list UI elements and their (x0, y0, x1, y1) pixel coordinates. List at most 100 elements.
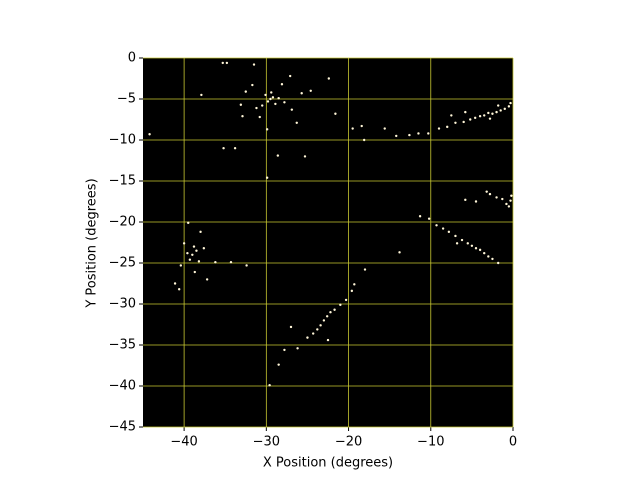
point (222, 147, 225, 150)
point (268, 383, 271, 387)
point (214, 260, 217, 264)
point (309, 89, 312, 93)
point (225, 61, 229, 65)
point (417, 132, 420, 135)
point (507, 105, 511, 108)
point (408, 133, 411, 137)
point (241, 115, 244, 118)
point (283, 101, 286, 104)
point (265, 176, 269, 179)
point (229, 260, 233, 264)
point (483, 251, 486, 255)
point (182, 242, 186, 245)
point (333, 308, 336, 311)
point (505, 202, 508, 206)
plot-area (143, 58, 513, 427)
point (447, 230, 451, 234)
point (205, 278, 209, 281)
point (271, 96, 275, 99)
point (353, 283, 356, 286)
y-tick-label: −15 (109, 174, 136, 189)
point (193, 270, 196, 274)
point (488, 117, 492, 120)
point (501, 197, 504, 201)
point (427, 217, 431, 220)
point (469, 118, 472, 121)
point (197, 260, 201, 263)
point (497, 261, 500, 265)
point (474, 200, 478, 203)
point (507, 205, 511, 208)
point (339, 303, 342, 307)
point (277, 363, 280, 366)
point (351, 127, 354, 130)
y-tick-label: −35 (109, 338, 136, 353)
point (244, 90, 247, 93)
point (264, 93, 267, 97)
point (395, 134, 398, 138)
point (290, 108, 294, 111)
point (245, 264, 248, 267)
point (192, 245, 196, 248)
x-tick-label: 0 (509, 435, 517, 450)
point (283, 348, 286, 352)
point (363, 268, 367, 271)
point (360, 124, 363, 128)
point (251, 83, 254, 87)
point (362, 138, 366, 142)
y-tick-label: −40 (109, 379, 136, 394)
point (179, 264, 183, 267)
point (503, 107, 506, 111)
point (464, 110, 467, 114)
y-tick-label: −20 (109, 215, 136, 230)
point (173, 282, 177, 285)
point (446, 125, 449, 129)
point (487, 255, 490, 258)
point (252, 63, 256, 66)
point (276, 154, 280, 157)
point (265, 128, 269, 131)
point (495, 110, 498, 114)
x-tick-label: −20 (335, 435, 362, 450)
point (270, 91, 273, 94)
point (474, 247, 478, 250)
point (510, 194, 513, 197)
point (435, 224, 438, 227)
point (177, 288, 181, 291)
point (454, 234, 457, 238)
point (497, 104, 500, 107)
point (274, 102, 277, 106)
y-tick-label: −30 (109, 297, 136, 312)
point (450, 114, 453, 117)
x-tick-label: −30 (253, 435, 280, 450)
point (316, 328, 319, 331)
point (319, 324, 322, 327)
point (499, 109, 502, 112)
point (325, 315, 329, 318)
point (195, 249, 198, 252)
point (188, 258, 192, 261)
point (491, 257, 494, 261)
point (289, 325, 293, 329)
point (464, 198, 467, 202)
point (454, 121, 457, 124)
point (200, 93, 203, 97)
point (418, 215, 422, 218)
point (478, 115, 482, 118)
point (488, 192, 492, 196)
point (288, 74, 292, 78)
y-axis-label: Y Position (degrees) (85, 178, 100, 308)
point (495, 196, 498, 199)
point (383, 127, 386, 130)
point (466, 242, 469, 245)
y-tick-label: −5 (117, 92, 136, 107)
point (327, 77, 331, 80)
point (148, 133, 151, 136)
point (398, 251, 401, 254)
y-tick-label: −10 (109, 133, 136, 148)
point (322, 319, 326, 322)
x-axis-label: X Position (degrees) (263, 456, 393, 471)
point (295, 121, 298, 124)
point (470, 244, 474, 247)
